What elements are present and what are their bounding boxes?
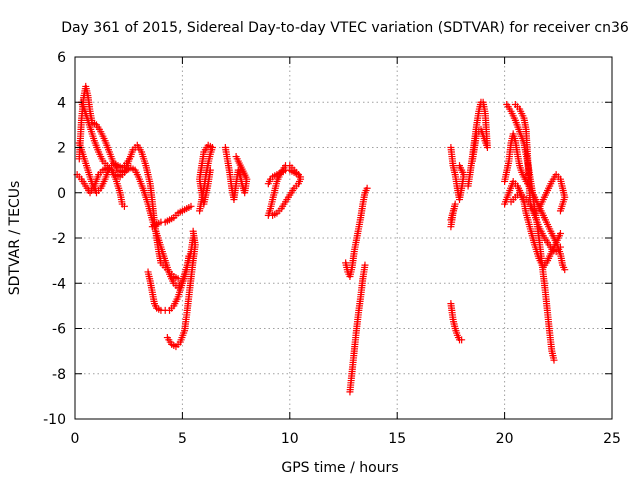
- data-point: [556, 243, 564, 251]
- series-arc-9h-lower: [264, 166, 305, 188]
- data-points: [73, 82, 569, 396]
- data-point: [187, 202, 195, 210]
- chart-title: Day 361 of 2015, Sidereal Day-to-day VTE…: [61, 20, 629, 36]
- data-point: [127, 153, 135, 161]
- series-arc-13h-a: [342, 184, 371, 280]
- series-arc-20h-mid: [501, 177, 564, 256]
- x-tick-label: 0: [71, 431, 80, 447]
- y-tick-label: -4: [52, 276, 66, 292]
- data-point: [556, 229, 564, 237]
- data-point: [468, 157, 476, 165]
- y-tick-label: -2: [52, 231, 66, 247]
- series-arc-early-branch: [75, 139, 135, 197]
- y-axis-title: SDTVAR / TECUs: [7, 181, 23, 296]
- data-point: [269, 211, 277, 219]
- x-axis-ticks: 0 5 10 15 20 25: [71, 57, 621, 447]
- series-arc-20h-upper: [501, 130, 569, 274]
- data-point: [458, 336, 466, 344]
- series-arc-6h: [196, 141, 216, 215]
- series-arc-dip-deep: [163, 227, 199, 351]
- series-arc-17h-a: [447, 144, 468, 204]
- data-point: [561, 266, 569, 274]
- data-point: [297, 173, 305, 181]
- series-arc-17h-c: [447, 300, 466, 344]
- x-tick-label: 25: [603, 431, 621, 447]
- y-tick-label: 4: [57, 95, 66, 111]
- series-arc-20h-lower: [507, 189, 564, 271]
- y-tick-label: 6: [57, 50, 66, 66]
- data-point: [189, 227, 197, 235]
- y-tick-label: -6: [52, 322, 66, 338]
- data-point: [447, 216, 455, 224]
- series-arc-17h-b: [447, 200, 459, 231]
- series-arc-dip-left: [144, 252, 193, 314]
- y-tick-label: -10: [43, 412, 66, 428]
- x-tick-label: 20: [496, 431, 514, 447]
- x-tick-label: 10: [281, 431, 299, 447]
- data-point: [361, 261, 369, 269]
- data-point: [120, 202, 128, 210]
- y-tick-label: 2: [57, 141, 66, 157]
- data-point: [206, 166, 214, 174]
- y-tick-label: 0: [57, 186, 66, 202]
- x-axis-title: GPS time / hours: [281, 460, 398, 476]
- data-point: [550, 356, 558, 364]
- x-tick-label: 15: [388, 431, 406, 447]
- series-arc-21-22h: [511, 101, 569, 217]
- series-arc-13h-b: [346, 261, 369, 396]
- x-tick-label: 5: [178, 431, 187, 447]
- grid-lines: [75, 57, 612, 419]
- data-point: [232, 153, 240, 161]
- series-arc-7h: [221, 144, 251, 204]
- series-arc-18h: [464, 98, 491, 190]
- series-arc-early-lower: [73, 164, 128, 210]
- series-arc-mid-climb: [148, 202, 195, 231]
- data-point: [556, 207, 564, 215]
- data-point: [455, 162, 463, 170]
- y-tick-label: -8: [52, 367, 66, 383]
- y-axis-ticks: -10 -8 -6 -4 -2 0 2 4 6: [43, 50, 612, 428]
- data-point: [363, 184, 371, 192]
